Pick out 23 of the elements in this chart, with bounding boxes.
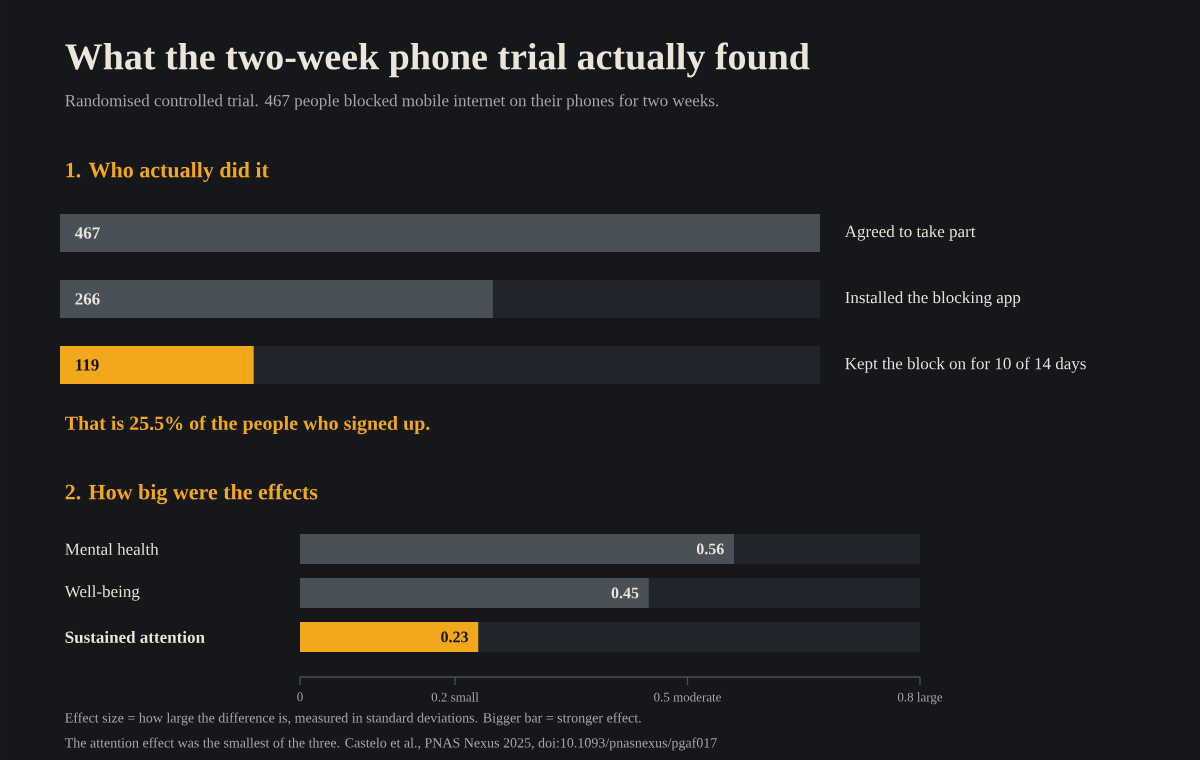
text: 1. Who actually did it [66, 161, 269, 182]
x-tick-label: 0.8 large [897, 692, 943, 705]
text: The attention effect was the smallest of the three. Castelo et al., PNAS Nexus 2025, doi:10.1093/pnasnexus/pgaf017 [64, 737, 717, 751]
text: That is 25.5% of the people who signed up. [65, 415, 430, 435]
x-tick-label: 0.2 small [431, 692, 479, 702]
data-label: 0.45 [611, 587, 639, 599]
x-tick-label: 0.5 moderate [654, 692, 721, 702]
text: Effect size = how large the difference is, measured in standard deviations. Bigger bar = stronger effect. [65, 712, 641, 726]
data-label: 0.23 [441, 631, 468, 643]
y-tick-label: Well-being [64, 585, 140, 601]
y-tick-label: Mental health [65, 543, 159, 555]
y-tick-label: Installed the blocking app [845, 291, 1021, 307]
x-tick-label: 0 [297, 692, 303, 702]
chart-title: What the two-week phone trial actually found [65, 42, 810, 78]
chart-title: 2. How big were the effects [65, 483, 318, 505]
y-tick-label: Agreed to take part [844, 225, 976, 241]
data-label: 0.56 [696, 543, 724, 555]
data-label: 266 [75, 293, 100, 305]
y-tick-label: Kept the block on for 10 of 14 days [845, 357, 1086, 373]
y-tick-label: Sustained attention [65, 630, 205, 643]
data-label: 119 [76, 359, 99, 371]
data-label: 467 [74, 227, 100, 239]
chart-subtitle: Randomised controlled trial. 467 people blocked mobile internet on their phones for two weeks. [65, 94, 719, 110]
